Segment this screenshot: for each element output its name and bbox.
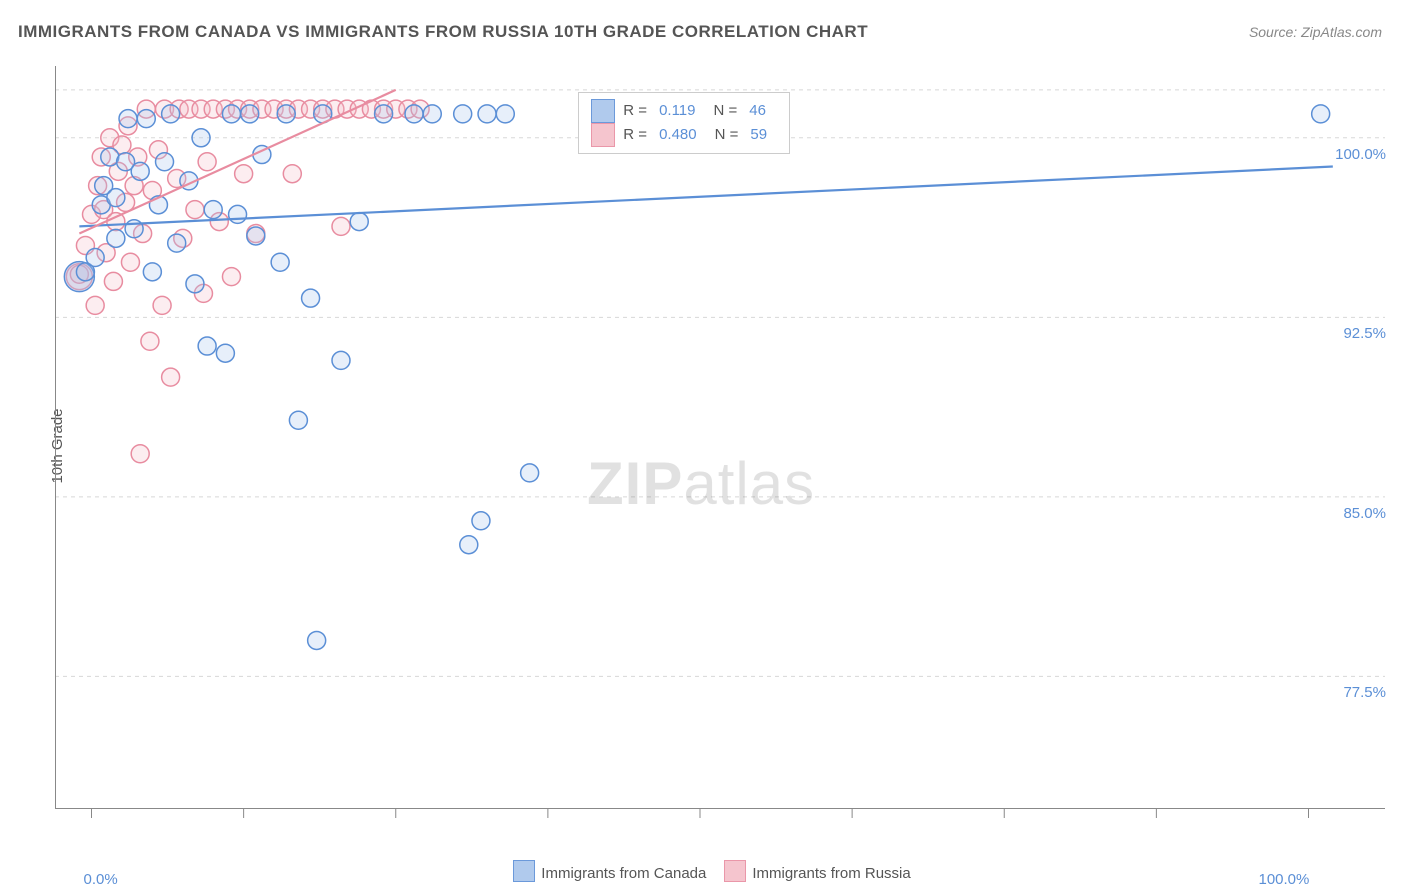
legend-series-label: Immigrants from Russia <box>752 865 910 882</box>
scatter-svg <box>55 58 1385 828</box>
chart-container: IMMIGRANTS FROM CANADA VS IMMIGRANTS FRO… <box>0 0 1406 892</box>
legend-n-label: N = <box>714 99 738 123</box>
legend-swatch <box>724 860 746 882</box>
chart-title: IMMIGRANTS FROM CANADA VS IMMIGRANTS FRO… <box>18 22 868 42</box>
legend-n-value: 46 <box>749 99 766 123</box>
legend-stat-row: R = 0.480 N = 59 <box>591 123 777 147</box>
legend-r-label: R = <box>623 123 647 147</box>
legend-r-value: 0.480 <box>659 123 697 147</box>
y-tick-label: 92.5% <box>1343 325 1386 342</box>
legend-r-value: 0.119 <box>659 99 695 123</box>
legend-stats-box: R = 0.119 N = 46 R = 0.480 N = 59 <box>578 92 790 154</box>
legend-swatch <box>513 860 535 882</box>
y-tick-label: 100.0% <box>1335 146 1386 163</box>
legend-r-label: R = <box>623 99 647 123</box>
source-attribution: Source: ZipAtlas.com <box>1249 24 1382 40</box>
legend-n-value: 59 <box>750 123 767 147</box>
legend-stat-row: R = 0.119 N = 46 <box>591 99 777 123</box>
legend-series-label: Immigrants from Canada <box>541 865 706 882</box>
y-tick-label: 77.5% <box>1343 684 1386 701</box>
legend-n-label: N = <box>715 123 739 147</box>
legend-swatch <box>591 99 615 123</box>
y-tick-label: 85.0% <box>1343 505 1386 522</box>
legend-bottom: Immigrants from Canada Immigrants from Ru… <box>0 860 1406 882</box>
plot-area: ZIPatlas R =0.119N =46R =0.480N =59 <box>55 58 1385 828</box>
legend-swatch <box>591 123 615 147</box>
